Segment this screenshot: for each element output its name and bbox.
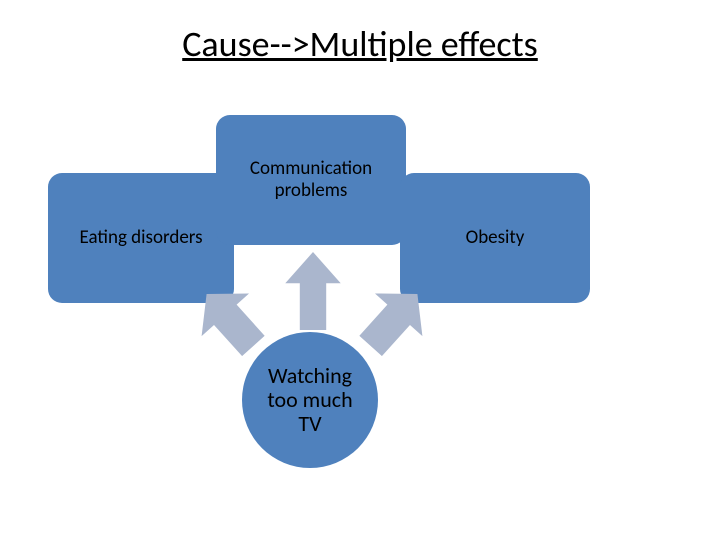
cause-node: Watchingtoo muchTV [242, 332, 378, 468]
cause-label: Watchingtoo muchTV [267, 364, 352, 437]
effect-label: Obesity [466, 227, 525, 249]
slide: { "title": { "text": "Cause-->Multiple e… [0, 0, 720, 540]
page-title: Cause-->Multiple effects [0, 22, 720, 66]
effect-communication-problems: Communicationproblems [216, 115, 406, 245]
effect-label: Communicationproblems [250, 158, 372, 202]
effect-eating-disorders: Eating disorders [48, 173, 234, 303]
effect-label: Eating disorders [79, 227, 202, 249]
arrow-to-communication-problems [280, 252, 346, 330]
effect-obesity: Obesity [400, 173, 590, 303]
